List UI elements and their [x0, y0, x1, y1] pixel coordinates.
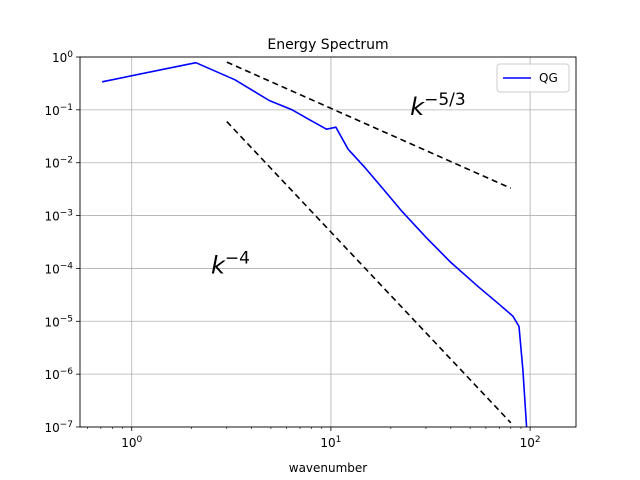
x-tick-label: 102 — [520, 435, 541, 450]
y-tick-label: 10−7 — [44, 420, 73, 435]
slope-annotation: k−4 — [211, 249, 250, 280]
x-tick-label: 101 — [320, 435, 341, 450]
plot-area: 100 101 102 100 10−1 10−2 10−3 10−4 10−5 10−6 10−7… — [44, 50, 577, 450]
y-tick-label: 100 — [52, 50, 73, 65]
axes-frame — [79, 56, 577, 428]
y-tick-label: 10−3 — [44, 209, 73, 224]
reference-slope-line — [226, 121, 512, 424]
y-tick-label: 10−2 — [44, 156, 73, 171]
y-tick-label: 10−1 — [44, 103, 73, 118]
x-tick-label: 100 — [121, 435, 142, 450]
x-axis-label: wavenumber — [289, 461, 368, 475]
y-tick-label: 10−6 — [44, 367, 73, 382]
legend-box — [496, 63, 570, 93]
legend-label: QG — [539, 71, 558, 85]
y-tick-label: 10−5 — [44, 314, 73, 329]
series-line-qg — [101, 61, 528, 427]
reference-slope-line — [226, 61, 512, 189]
chart-title: Energy Spectrum — [267, 37, 388, 53]
y-tick-label: 10−4 — [44, 261, 73, 276]
slope-annotation: k−5/3 — [410, 90, 466, 121]
